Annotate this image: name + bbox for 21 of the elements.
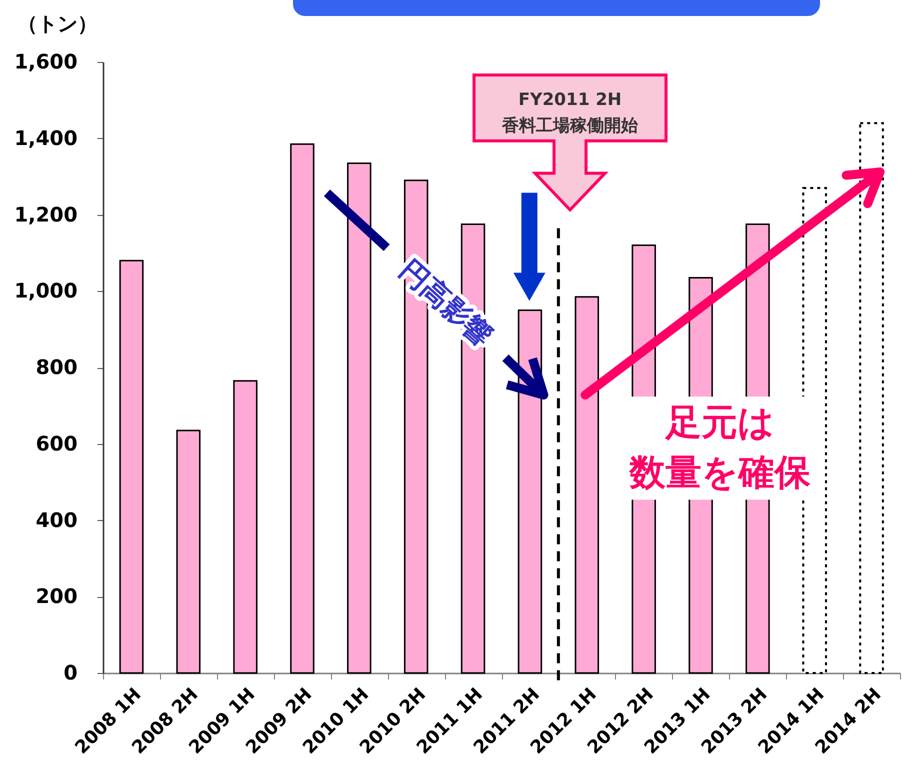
y-tick-label: 1,000 [14,278,78,303]
y-tick-label: 1,600 [14,50,78,74]
y-tick-label: 200 [36,584,78,608]
annotation: FY2011 2H [518,90,622,110]
y-tick-label: 600 [36,431,78,456]
bar [574,296,600,674]
bar [233,380,258,674]
annotation: 香料工場稼働開始 [501,116,640,136]
bar [176,430,201,674]
bar [119,260,144,674]
annotation: 足元は [664,402,774,444]
y-tick-label: 1,400 [14,126,78,150]
y-tick-label: 0 [64,660,78,684]
bar [290,143,314,674]
y-tick-label: 800 [36,355,78,379]
annotation: 数量を確保 [628,452,812,494]
y-axis-title: （トン） [18,12,98,36]
annotation: 円高影響 [393,253,499,352]
y-tick-label: 1,200 [14,202,78,226]
bar [859,122,884,674]
y-tick-label: 400 [36,508,78,532]
